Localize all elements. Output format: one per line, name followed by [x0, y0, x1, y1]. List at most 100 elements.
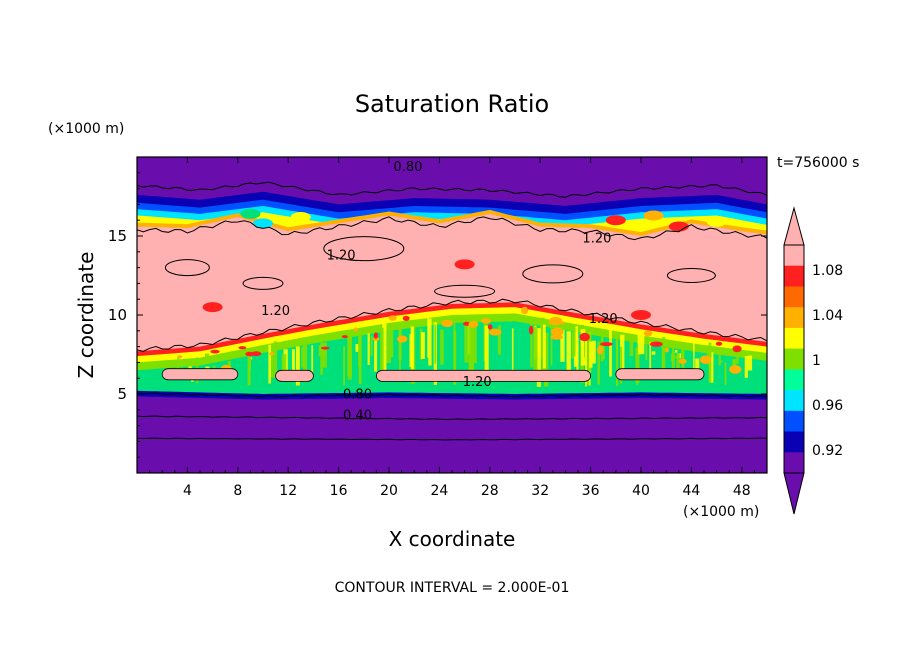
plume-streak — [575, 326, 578, 363]
moist-blob — [468, 321, 479, 328]
moist-blob — [253, 218, 273, 229]
x-tick-label: 36 — [582, 483, 600, 499]
plume-streak — [374, 335, 378, 372]
contour-label: 1.20 — [589, 312, 618, 327]
plume-streak — [580, 329, 586, 366]
plume-streak — [732, 358, 737, 367]
plume-streak — [343, 346, 345, 386]
x-tick-label: 32 — [531, 483, 549, 499]
plume-streak — [708, 342, 712, 383]
colorbar-frame — [783, 244, 805, 474]
plume-streak — [661, 337, 666, 376]
plume-streak — [536, 328, 541, 387]
plume-streak — [382, 322, 387, 375]
x-tick-label: 8 — [233, 483, 242, 499]
moist-blob — [732, 345, 742, 353]
plume-streak — [747, 355, 753, 371]
plume-streak — [390, 325, 394, 357]
contour-line-base — [137, 437, 767, 441]
plume-streak — [674, 349, 678, 353]
plume-streak — [585, 337, 587, 387]
x-tick-label: 24 — [430, 483, 448, 499]
moist-blob — [388, 315, 397, 321]
contour-label: 0.40 — [343, 408, 372, 423]
plume-streak — [600, 331, 604, 362]
moist-blob — [631, 310, 651, 320]
y-unit-label: (×1000 m) — [48, 121, 124, 137]
colorbar-top-arrow — [783, 206, 805, 246]
y-tick-label: 5 — [117, 385, 127, 403]
plume-streak — [250, 357, 253, 360]
plume-streak — [192, 364, 195, 367]
color-fields — [137, 157, 767, 473]
contour-loop — [242, 276, 284, 290]
plume-streak — [301, 346, 305, 368]
plume-streak — [566, 331, 571, 382]
plume-streak — [560, 330, 565, 362]
x-tick-label: 4 — [183, 483, 192, 499]
contour-line-0.80-lower — [137, 392, 767, 398]
contour-line-0.80-upper — [137, 181, 767, 198]
moist-blob — [579, 332, 590, 342]
plume-streak — [497, 325, 501, 355]
plume-streak — [597, 341, 600, 385]
plume-streak — [427, 317, 429, 358]
colorbar-swatch — [784, 369, 804, 391]
y-axis-ticks: 5 10 15 — [108, 172, 767, 458]
plume-streak — [473, 323, 477, 364]
colorbar-label: 1 — [812, 353, 821, 369]
x-tick-label: 20 — [380, 483, 398, 499]
moist-blob — [706, 216, 727, 227]
x-tick-label: 16 — [330, 483, 348, 499]
convective-plumes — [174, 306, 753, 387]
plume-streak — [636, 347, 639, 385]
colorbar-swatch — [784, 410, 804, 432]
moist-blob — [210, 349, 220, 354]
plume-streak — [434, 324, 437, 364]
plume-streak — [649, 341, 652, 379]
colorbar-swatch — [784, 265, 804, 287]
plume-streak — [711, 352, 714, 383]
plot-area: 0.80 1.20 1.20 1.20 1.20 1.20 0.80 0.40 — [137, 157, 767, 473]
plume-streak — [744, 356, 748, 378]
plume-streak — [318, 345, 322, 357]
plume-streak — [320, 342, 323, 375]
moist-blob — [715, 341, 723, 346]
plume-streak — [676, 353, 680, 380]
contour-loop — [434, 284, 496, 298]
pink-lens — [375, 369, 591, 382]
plume-streak — [718, 354, 721, 366]
x-unit-label: (×1000 m) — [683, 504, 759, 520]
colorbar-label: 0.96 — [812, 398, 843, 414]
plume-streak — [453, 316, 456, 385]
plume-streak — [303, 339, 308, 383]
contour-loop — [522, 264, 584, 284]
contour-interval-note: CONTOUR INTERVAL = 2.000E-01 — [335, 580, 570, 596]
x-tick-label: 40 — [632, 483, 650, 499]
plume-streak — [602, 343, 605, 360]
plume-streak — [707, 346, 709, 365]
colorbar-bottom-arrow — [783, 472, 805, 515]
plume-streak — [247, 347, 251, 386]
plume-streak — [671, 352, 675, 376]
moist-blob — [481, 318, 491, 324]
plume-streak — [530, 317, 533, 368]
plume-streak — [464, 316, 469, 363]
plume-streak — [386, 326, 391, 364]
colorbar-label: 0.92 — [812, 443, 843, 459]
plume-streak — [348, 336, 352, 380]
pink-lens — [615, 368, 705, 381]
colorbar-label: 1.04 — [812, 308, 843, 324]
plume-streak — [671, 353, 675, 362]
plume-streak — [428, 318, 432, 366]
moist-blob — [488, 328, 502, 336]
colorbar-swatch — [784, 286, 804, 308]
x-tick-label: 44 — [682, 483, 700, 499]
moist-blob — [664, 347, 669, 353]
plume-streak — [695, 358, 700, 371]
plume-streak — [484, 325, 489, 381]
x-axis-label: X coordinate — [389, 527, 516, 551]
colorbar-swatch — [784, 348, 804, 370]
contour-labels: 0.80 1.20 1.20 1.20 1.20 1.20 0.80 0.40 — [261, 160, 618, 423]
